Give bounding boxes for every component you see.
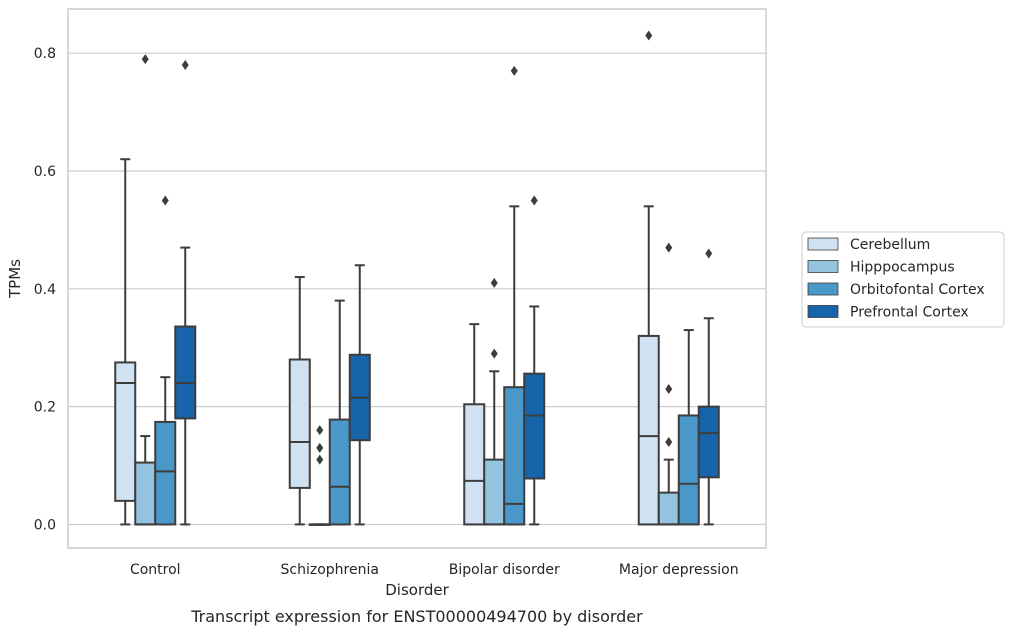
y-tick-label: 0.0 — [34, 517, 56, 533]
box-prefrontal-cortex — [174, 59, 197, 526]
outlier-point — [665, 436, 673, 447]
x-tick-label: Control — [130, 562, 181, 578]
box-prefrontal-cortex — [697, 248, 720, 526]
box-cerebellum — [637, 30, 660, 526]
box-body — [523, 372, 546, 480]
y-axis-ticks: 0.0 0.2 0.4 0.6 0.8 — [34, 46, 56, 533]
box-body — [697, 405, 720, 479]
plot-area-frame — [67, 8, 767, 549]
x-tick-label: Major depression — [619, 562, 739, 578]
box-hipppocampus — [483, 277, 506, 526]
box-orbitofontal-cortex — [503, 65, 526, 526]
outlier-point — [161, 195, 169, 206]
box-body — [154, 420, 177, 526]
legend-swatch — [807, 237, 839, 251]
legend-label: Cerebellum — [850, 237, 930, 253]
box-body — [657, 491, 680, 526]
box-body — [328, 418, 351, 526]
outlier-point — [181, 59, 189, 70]
box-cerebellum — [114, 158, 137, 526]
outlier-point — [665, 383, 673, 394]
box-plot-marks — [114, 30, 720, 526]
y-tick-label: 0.4 — [34, 282, 56, 298]
outlier-point — [510, 65, 518, 76]
box-orbitofontal-cortex — [677, 329, 700, 526]
legend-swatch — [807, 305, 839, 318]
box-hipppocampus — [308, 425, 331, 526]
x-tick-label: Schizophrenia — [281, 562, 379, 578]
outlier-point — [645, 30, 653, 41]
y-tick-label: 0.6 — [34, 164, 56, 180]
legend-item: Cerebellum — [807, 237, 930, 253]
box-prefrontal-cortex — [348, 264, 371, 526]
outlier-point — [141, 54, 149, 65]
box-orbitofontal-cortex — [328, 299, 351, 526]
y-axis-label: TPMs — [6, 259, 24, 299]
legend-label: Hipppocampus — [850, 260, 955, 276]
outlier-point — [316, 425, 324, 436]
box-body — [637, 334, 660, 526]
outlier-point — [316, 454, 324, 465]
box-body — [483, 458, 506, 526]
legend-item: Orbitofontal Cortex — [807, 282, 985, 298]
legend-swatch — [807, 260, 839, 273]
legend-label: Orbitofontal Cortex — [850, 282, 985, 298]
legend-item: Hipppocampus — [807, 260, 955, 276]
outlier-point — [530, 195, 538, 206]
box-cerebellum — [463, 323, 486, 526]
outlier-point — [705, 248, 713, 259]
outlier-point — [316, 442, 324, 453]
box-body — [463, 403, 486, 526]
box-hipppocampus — [134, 54, 157, 526]
legend: Cerebellum Hipppocampus Orbitofontal Corte… — [801, 231, 1005, 328]
box-cerebellum — [288, 276, 311, 526]
legend-item: Prefrontal Cortex — [807, 305, 969, 321]
box-body — [134, 461, 157, 526]
box-body — [288, 358, 311, 489]
box-orbitofontal-cortex — [154, 195, 177, 526]
chart-caption: Transcript expression for ENST0000049470… — [190, 607, 643, 626]
box-body — [677, 414, 700, 526]
y-tick-label: 0.8 — [34, 46, 56, 62]
x-axis-ticks: Control Schizophrenia Bipolar disorder Majo… — [130, 562, 739, 578]
box-hipppocampus — [657, 242, 680, 526]
x-tick-label: Bipolar disorder — [449, 562, 560, 578]
outlier-point — [490, 348, 498, 359]
x-axis-label: Disorder — [385, 581, 449, 599]
box-body — [174, 325, 197, 420]
outlier-point — [665, 242, 673, 253]
legend-swatch — [807, 282, 839, 296]
legend-frame — [801, 231, 1005, 328]
y-tick-label: 0.2 — [34, 400, 56, 416]
outlier-point — [490, 277, 498, 288]
box-prefrontal-cortex — [523, 195, 546, 526]
box-body — [114, 361, 137, 502]
legend-label: Prefrontal Cortex — [850, 305, 969, 321]
